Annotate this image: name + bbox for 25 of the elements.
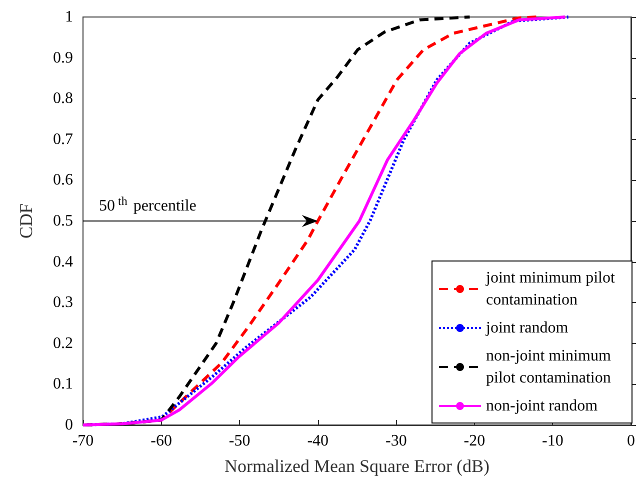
- y-tick-label: 0.9: [53, 49, 73, 66]
- x-tick-label: -70: [72, 432, 94, 450]
- legend-label: non-joint minimum pilot contamination: [486, 348, 615, 386]
- x-tick-label: -30: [385, 432, 407, 450]
- y-tick-label: 0.7: [53, 130, 73, 148]
- x-axis-title: Normalized Mean Square Error (dB): [224, 456, 490, 476]
- x-tick-label: -50: [228, 432, 250, 450]
- y-tick-label: 0.2: [53, 334, 73, 352]
- x-tick-label: -60: [150, 432, 172, 450]
- y-tick-label: 0.6: [53, 172, 73, 189]
- y-tick-label: 1: [65, 8, 73, 26]
- y-tick-label: 0.8: [53, 90, 73, 108]
- y-tick-label: 0.3: [53, 294, 73, 312]
- legend-label: non-joint random: [486, 398, 598, 414]
- x-tick-label: -20: [464, 432, 486, 450]
- y-axis-title: CDF: [16, 203, 36, 239]
- legend-label: joint minimum pilot contamination: [485, 270, 619, 308]
- x-tick-label: -40: [307, 432, 329, 450]
- y-tick-label: 0: [65, 416, 73, 434]
- legend-label: joint random: [485, 320, 569, 336]
- y-tick-label: 0.5: [53, 212, 73, 230]
- x-tick-label: 0: [627, 432, 635, 450]
- x-tick-label: -10: [542, 432, 564, 450]
- y-tick-label: 0.1: [53, 376, 73, 393]
- y-tick-label: 0.4: [53, 253, 73, 270]
